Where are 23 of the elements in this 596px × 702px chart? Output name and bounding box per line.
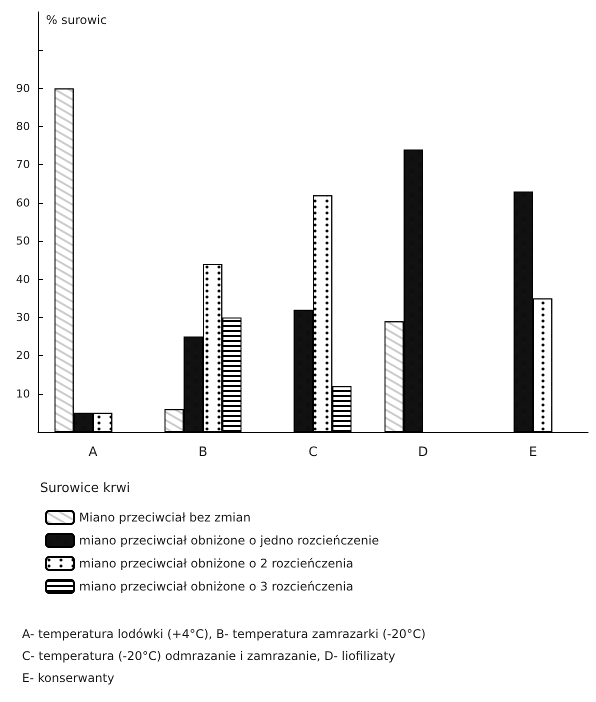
legend-label: Miano przeciwciał bez zmian [79, 510, 251, 524]
y-tick-label: 70 [16, 158, 30, 172]
y-tick-label: 20 [16, 349, 30, 362]
y-axis-title: % surowic [46, 13, 107, 27]
legend-label: miano przeciwciał obniżone o 2 rozcieńczenia [79, 556, 354, 570]
y-tick-label: 80 [16, 120, 30, 134]
x-tick-label: D [418, 445, 428, 460]
text: E- konserwanty [22, 671, 114, 685]
y-tick-label: 30 [16, 310, 30, 324]
legend-label: miano przeciwciał obniżone o jedno rozcieńczenie [79, 534, 380, 548]
y-tick-label: 50 [16, 234, 30, 248]
x-tick-label: B [198, 445, 208, 460]
y-tick-label: 60 [16, 196, 30, 210]
legend-label: miano przeciwciał obniżone o 3 rozcieńczenia [79, 580, 354, 594]
legend-title: Surowice krwi [40, 481, 130, 496]
text: A- temperatura lodówki (+4°C), B- temperatura zamrazarki (-20°C) [22, 627, 426, 641]
x-tick-label: A [88, 445, 98, 460]
y-tick-label: 10 [16, 387, 30, 400]
y-tick-label: 90 [16, 82, 30, 95]
x-tick-label: C [308, 445, 318, 460]
x-tick-label: E [528, 445, 538, 460]
y-tick-label: 40 [16, 272, 30, 286]
text: C- temperatura (-20°C) odmrazanie i zamrazanie, D- liofilizaty [22, 649, 396, 663]
